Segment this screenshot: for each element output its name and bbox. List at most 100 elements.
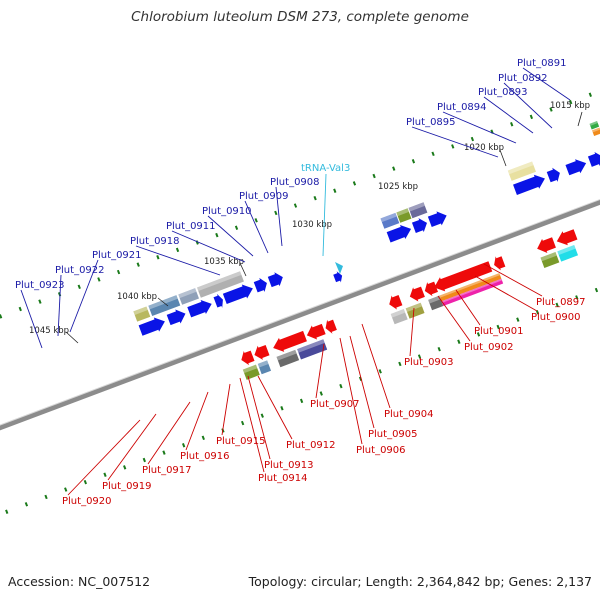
scale-dot-outer <box>313 195 317 201</box>
scale-dot-outer <box>156 255 160 260</box>
gene-label-minus: Plut_0897 <box>536 297 586 308</box>
gene-box-plus-shine <box>592 127 600 133</box>
scale-dot-outer <box>293 203 298 208</box>
gene-label-minus-leader <box>247 375 271 460</box>
scale-dot-inner <box>378 369 382 374</box>
gene-box-minus-shine <box>276 349 297 361</box>
genome-backbone <box>0 99 600 527</box>
gene-label-minus-leader <box>483 263 543 297</box>
gene-box-minus <box>390 309 408 325</box>
gene-label-minus-leader <box>474 275 538 312</box>
gene-box-plus-shine <box>507 161 534 175</box>
scale-dot-outer <box>0 314 3 319</box>
gene-label-minus-leader <box>437 295 471 342</box>
gene-arrow-minus <box>409 286 425 302</box>
scale-tick-leader <box>577 111 583 127</box>
gene-label-minus-leader <box>349 335 375 429</box>
gene-box-minus <box>557 245 579 262</box>
gene-box-plus <box>178 288 199 305</box>
gene-box-plus <box>380 212 400 229</box>
gene-box-minus-shine <box>257 360 269 368</box>
gene-label-minus: Plut_0907 <box>310 399 360 410</box>
gene-box-plus <box>148 295 181 317</box>
gene-label-plus-leader <box>522 67 571 101</box>
scale-dot-inner <box>142 457 146 463</box>
scale-dot-inner <box>417 354 422 359</box>
accession-text: Accession: NC_007512 <box>8 574 151 589</box>
scale-dot-inner <box>516 317 520 322</box>
gene-label-minus: Plut_0903 <box>404 357 454 368</box>
gene-label-minus: Plut_0905 <box>368 429 418 440</box>
gene-arrow-minus <box>434 261 493 292</box>
gene-box-plus <box>589 121 600 130</box>
scale-dot-inner <box>103 472 107 477</box>
gene-box-plus <box>592 127 600 137</box>
scale-dot-outer <box>274 210 278 216</box>
gene-label-plus-leader <box>442 111 517 144</box>
gene-label-plus-leader <box>57 274 62 337</box>
gene-box-minus <box>297 339 328 360</box>
gene-arrow-minus <box>241 350 255 366</box>
gene-label-plus: Plut_0908 <box>270 177 320 188</box>
gene-label-plus: Plut_0892 <box>498 73 548 84</box>
gene-label-minus: Plut_0917 <box>142 465 192 476</box>
scale-dot-inner <box>162 450 166 455</box>
gene-box-plus <box>408 202 428 219</box>
scale-dot-inner <box>555 302 559 308</box>
scale-dot-outer <box>136 262 140 267</box>
gene-arrow-minus <box>389 295 403 310</box>
gene-box-plus-shine <box>589 121 598 126</box>
gene-arrow-plus <box>187 299 212 318</box>
scale-dot-inner <box>64 487 68 492</box>
gene-label-minus-leader <box>221 383 231 436</box>
gene-label-minus: Plut_0901 <box>474 326 524 337</box>
scale-tick-label: 1040 kbp <box>117 292 157 302</box>
gene-box-minus-shine <box>242 364 258 374</box>
gene-label-plus-leader <box>244 200 269 254</box>
gene-box-minus-shine <box>540 252 557 262</box>
gene-label-plus: Plut_0921 <box>92 250 142 261</box>
gene-label-minus-leader <box>409 307 415 357</box>
gene-arrow-plus <box>427 211 447 227</box>
gene-box-minus <box>242 364 260 380</box>
gene-label-plus: Plut_0895 <box>406 117 456 128</box>
gene-label-minus-leader <box>455 289 481 326</box>
gene-arrow-minus <box>424 281 438 297</box>
scale-dot-outer <box>254 218 258 223</box>
gene-arrow-plus <box>138 317 165 336</box>
gene-arrow-minus <box>306 323 326 340</box>
gene-box-plus <box>133 306 151 322</box>
scale-dot-outer <box>431 151 435 157</box>
gene-arrow-minus <box>556 229 578 246</box>
scale-dot-outer <box>470 136 475 142</box>
gene-box-plus-shine <box>196 271 242 292</box>
scale-tick-label: 1030 kbp <box>292 220 332 230</box>
gene-label-plus-leader <box>20 289 43 349</box>
genome-summary-text: Topology: circular; Length: 2,364,842 bp… <box>248 574 592 589</box>
gene-label-plus-leader <box>411 126 499 158</box>
scale-dot-outer <box>451 144 455 149</box>
scale-tick-leader <box>65 331 79 344</box>
gene-label-plus-leader <box>207 215 254 257</box>
scale-dot-inner <box>44 494 48 500</box>
gene-label-plus-leader <box>483 96 534 134</box>
scale-dot-outer <box>569 99 573 105</box>
gene-label-minus: Plut_0920 <box>62 496 112 507</box>
scale-dot-inner <box>398 361 402 367</box>
gene-label-plus: Plut_0909 <box>239 191 289 202</box>
gene-arrow-minus <box>537 237 556 253</box>
gene-label-plus: Plut_0922 <box>55 265 105 276</box>
gene-arrow-minus <box>494 256 506 271</box>
gene-label-plus-leader <box>69 259 99 333</box>
gene-label-minus-leader <box>315 343 325 399</box>
scale-dot-outer <box>392 166 396 171</box>
scale-dot-outer <box>352 181 357 186</box>
gene-box-minus-shine <box>439 273 501 298</box>
gene-label-plus: Plut_0918 <box>130 236 180 247</box>
scale-tick-leader <box>499 149 507 167</box>
scale-dot-inner <box>437 346 441 352</box>
gene-box-minus <box>428 295 444 311</box>
gene-label-minus: Plut_0900 <box>531 312 581 323</box>
gene-label-plus-leader <box>135 245 221 276</box>
